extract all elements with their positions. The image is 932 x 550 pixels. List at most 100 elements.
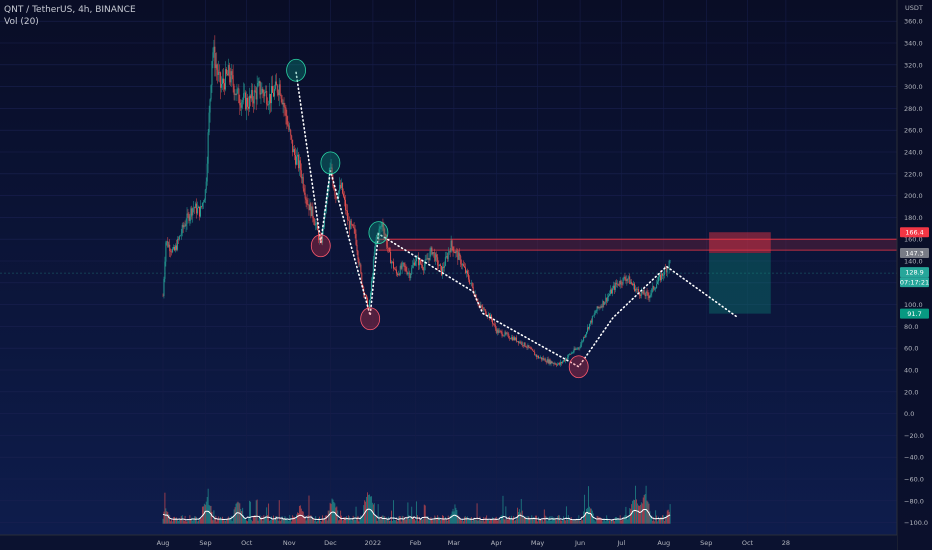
volume-bar bbox=[518, 509, 520, 524]
candle-body bbox=[507, 333, 509, 335]
candle-body bbox=[462, 264, 464, 266]
candle-body bbox=[621, 284, 623, 285]
candle-body bbox=[438, 265, 440, 267]
candle-body bbox=[650, 293, 652, 296]
candle-body bbox=[591, 316, 593, 323]
zigzag-pattern bbox=[295, 71, 738, 368]
volume-bar bbox=[219, 519, 221, 524]
candle-body bbox=[339, 184, 341, 191]
volume-bar bbox=[231, 521, 233, 524]
candle-body bbox=[201, 202, 203, 207]
volume-bar bbox=[303, 515, 305, 524]
volume-bar bbox=[406, 516, 408, 524]
volume-bar bbox=[577, 520, 579, 524]
candle-body bbox=[652, 286, 654, 289]
volume-bar bbox=[533, 517, 535, 524]
candle-body bbox=[352, 224, 354, 228]
candle-body bbox=[289, 129, 291, 131]
candle-body bbox=[316, 223, 318, 224]
candle-body bbox=[242, 100, 244, 103]
candle-body bbox=[216, 64, 218, 70]
price-tick-label: 280.0 bbox=[904, 105, 923, 113]
volume-bar bbox=[345, 516, 346, 524]
volume-bar bbox=[579, 520, 581, 524]
candle-body bbox=[518, 341, 520, 344]
candle-body bbox=[502, 335, 504, 337]
volume-bar bbox=[473, 517, 475, 524]
volume-bar bbox=[464, 516, 465, 524]
price-tick-label: 260.0 bbox=[904, 127, 923, 135]
volume-bar bbox=[228, 517, 230, 524]
candle-body bbox=[297, 154, 298, 157]
candle-body bbox=[550, 361, 552, 364]
candle-body bbox=[466, 270, 467, 273]
volume-bar bbox=[660, 517, 661, 524]
volume-bar bbox=[507, 519, 509, 524]
volume-bar bbox=[320, 520, 321, 524]
volume-bar bbox=[456, 509, 458, 524]
candle-body bbox=[588, 327, 589, 329]
price-tick-label: 40.0 bbox=[904, 367, 918, 375]
candle-body bbox=[517, 341, 519, 344]
volume-bar bbox=[576, 518, 578, 524]
candle-body bbox=[607, 297, 609, 302]
candle-body bbox=[410, 273, 412, 279]
volume-bar bbox=[539, 519, 540, 524]
volume-bar bbox=[652, 520, 654, 524]
volume-bar bbox=[447, 515, 449, 524]
candle-body bbox=[348, 220, 350, 230]
candle-body bbox=[270, 93, 272, 104]
candle-body bbox=[503, 335, 505, 337]
volume-bar bbox=[346, 518, 348, 524]
candle-body bbox=[505, 332, 507, 334]
volume-bar bbox=[663, 521, 665, 524]
volume-bar bbox=[188, 521, 190, 524]
candle-body bbox=[196, 203, 198, 214]
candle-body bbox=[543, 358, 545, 360]
time-axis-panel[interactable] bbox=[0, 535, 897, 550]
candle-body bbox=[290, 129, 292, 136]
candle-body bbox=[470, 282, 472, 284]
candle-body bbox=[483, 309, 485, 310]
volume-bar bbox=[326, 520, 328, 524]
candle-body bbox=[431, 247, 433, 255]
volume-bar bbox=[373, 503, 375, 524]
candle-body bbox=[272, 92, 274, 97]
volume-bar bbox=[488, 519, 489, 524]
volume-bar bbox=[535, 515, 537, 524]
volume-bar bbox=[537, 521, 538, 524]
volume-bar bbox=[440, 520, 441, 524]
volume-indicator-label[interactable]: Vol (20) bbox=[4, 17, 39, 27]
candle-body bbox=[630, 282, 632, 284]
candle-body bbox=[261, 88, 263, 94]
volume-bar bbox=[497, 519, 499, 524]
price-tick-label: 160.0 bbox=[904, 236, 923, 244]
candle-body bbox=[402, 262, 404, 264]
candle-body bbox=[442, 266, 443, 276]
price-tick-label: 240.0 bbox=[904, 149, 923, 157]
candle-body bbox=[524, 342, 526, 347]
volume-bar bbox=[299, 505, 301, 524]
candle-body bbox=[509, 337, 511, 339]
symbol-title[interactable]: QNT / TetherUS, 4h, BINANCE bbox=[4, 5, 136, 15]
volume-bar bbox=[617, 517, 619, 524]
candle-body bbox=[205, 181, 207, 190]
volume-bar bbox=[306, 517, 308, 524]
volume-bar bbox=[451, 511, 453, 524]
candle-body bbox=[579, 347, 581, 349]
swing-high-marker bbox=[320, 151, 341, 175]
volume-bar bbox=[487, 519, 489, 524]
candle-body bbox=[183, 225, 185, 228]
volume-bar bbox=[295, 518, 296, 524]
volume-bar bbox=[604, 519, 606, 524]
candle-body bbox=[230, 71, 232, 83]
candle-body bbox=[647, 292, 649, 296]
volume-bar bbox=[298, 505, 300, 524]
candle-body bbox=[400, 265, 402, 269]
volume-bar bbox=[205, 501, 207, 524]
candle-body bbox=[580, 344, 582, 348]
volume-bar bbox=[602, 521, 604, 524]
candle-body bbox=[460, 256, 462, 265]
candle-body bbox=[433, 252, 435, 253]
